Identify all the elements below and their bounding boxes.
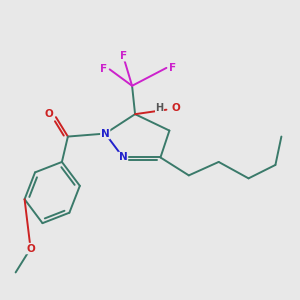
Text: O: O	[172, 103, 180, 113]
Text: O: O	[44, 109, 53, 119]
Text: O: O	[26, 244, 35, 254]
Text: F: F	[169, 63, 176, 73]
Text: N: N	[119, 152, 128, 163]
Text: H: H	[155, 103, 164, 113]
Text: F: F	[100, 64, 107, 74]
Text: F: F	[120, 51, 127, 61]
Text: N: N	[101, 129, 110, 139]
